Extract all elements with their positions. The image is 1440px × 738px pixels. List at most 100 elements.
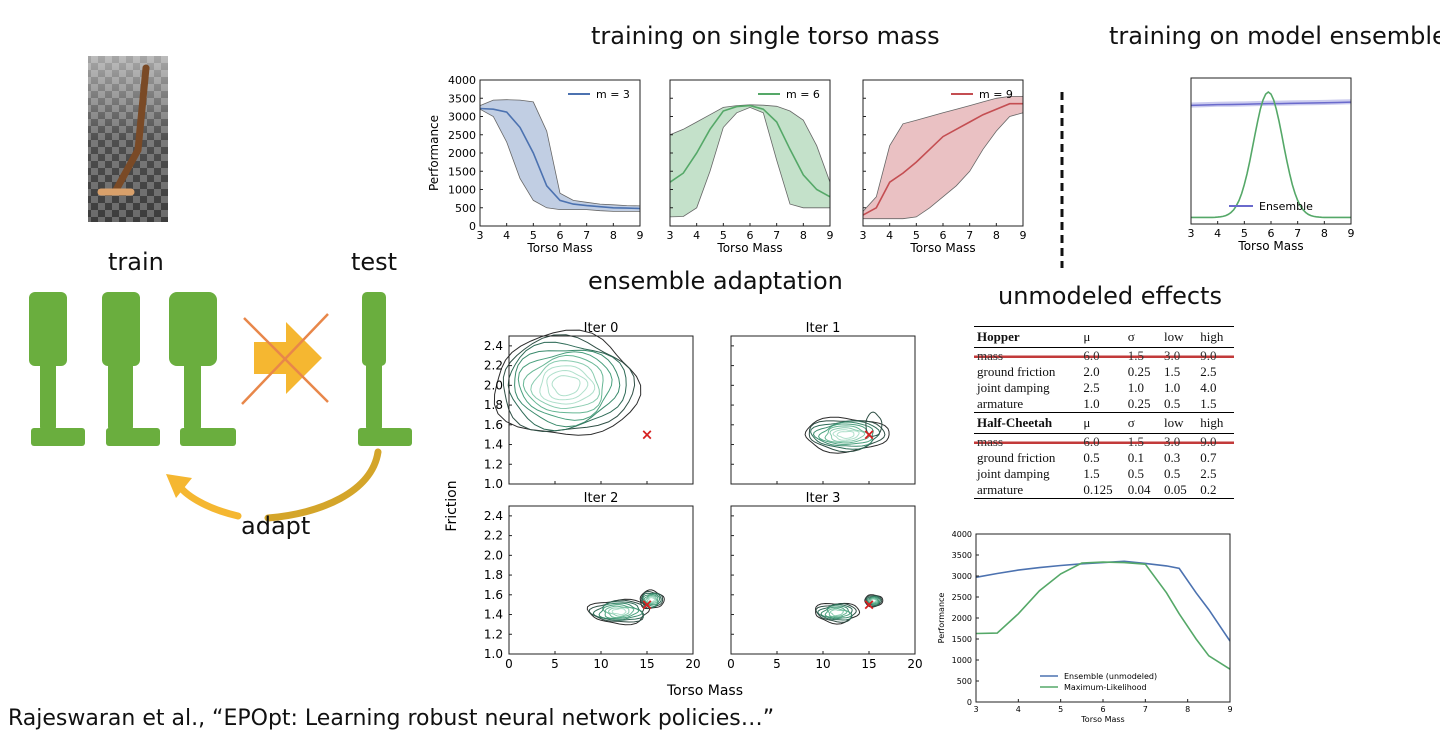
y-tick-label: 4000 [952, 530, 972, 539]
x-tick-label: 9 [1020, 229, 1027, 242]
y-tick-label: 1.8 [484, 568, 503, 582]
train-robot-2-body [102, 292, 140, 366]
contour-line [502, 334, 636, 433]
x-tick-label: 5 [1241, 227, 1248, 240]
column-header: low [1161, 326, 1198, 348]
contour-line [507, 341, 627, 432]
single-mass-panel-2: 3 4 5 6 7 8 9 Torso Mass m = 6 [667, 79, 834, 255]
y-axis-label: Friction [444, 480, 460, 531]
single-mass-charts: 3 4 5 6 7 8 9 0 500 1000 1500 2000 2500 3000 3500 4000 P… [427, 74, 1027, 255]
contour-line [493, 329, 642, 436]
legend-label: m = 9 [979, 88, 1013, 101]
legend-label: m = 3 [596, 88, 630, 101]
param-value: 1.0 [1083, 396, 1100, 411]
x-axis-label: Torso Mass [1237, 239, 1303, 253]
confidence-band [669, 104, 831, 218]
y-tick-label: 1500 [952, 635, 972, 644]
plot-frame [730, 505, 916, 655]
x-tick-label: 3 [1188, 227, 1195, 240]
column-header: σ [1124, 412, 1161, 434]
param-value: 0.5 [1083, 450, 1100, 465]
panel-title: Iter 1 [806, 321, 841, 336]
x-tick-label: 5 [720, 229, 727, 242]
contour-line [642, 593, 661, 607]
param-value: 0.5 [1164, 466, 1181, 481]
contour-line [602, 604, 640, 619]
x-tick-label: 5 [773, 657, 781, 671]
single-mass-panel-3: 3 4 5 6 7 8 9 Torso Mass m = 9 [860, 79, 1027, 255]
param-value: 0.7 [1200, 450, 1217, 465]
contour-line [514, 349, 621, 428]
y-tick-label: 2.2 [484, 529, 503, 543]
heading-ensemble-adaptation: ensemble adaptation [588, 267, 843, 295]
unmodeled-chart: 3 4 5 6 7 8 9 0 500 1000 1500 2000 2500 3000 3500 4000 P… [937, 530, 1233, 724]
param-name: joint damping [977, 380, 1050, 395]
param-name: mass [974, 347, 1081, 364]
y-tick-label: 1.2 [484, 627, 503, 641]
contour-line [812, 421, 874, 447]
y-tick-label: 1.4 [484, 608, 503, 622]
column-header: μ [1080, 326, 1125, 348]
x-axis-label: Torso Mass [716, 241, 782, 255]
x-tick-label: 9 [1227, 705, 1232, 714]
x-axis-label: Torso Mass [909, 241, 975, 255]
param-value: 1.5 [1083, 466, 1100, 481]
heading-single-mass: training on single torso mass [591, 22, 940, 50]
x-tick-label: 4 [693, 229, 700, 242]
x-tick-label: 6 [1268, 227, 1275, 240]
column-header: σ [1124, 326, 1161, 348]
adaptation-panel-2: Iter 1 × [730, 321, 916, 485]
contour-line [865, 411, 883, 437]
contour-line [815, 602, 857, 623]
y-tick-label: 2000 [448, 147, 476, 160]
param-value: 2.0 [1083, 364, 1100, 379]
param-value: 2.5 [1200, 466, 1217, 481]
contour-line [824, 606, 851, 619]
legend-label: Ensemble [1259, 200, 1313, 213]
y-tick-label: 1500 [448, 165, 476, 178]
target-marker: × [863, 596, 876, 614]
x-axis-label: Torso Mass [1080, 715, 1124, 724]
y-tick-label: 1.2 [484, 457, 503, 471]
contour-line [645, 595, 658, 605]
param-value: 2.5 [1200, 364, 1217, 379]
y-tick-label: 1.6 [484, 418, 503, 432]
param-value: 0.3 [1164, 450, 1181, 465]
table-row: mass 6.0 1.5 3.0 9.0 [974, 347, 1234, 364]
y-tick-label: 2.0 [484, 548, 503, 562]
x-tick-label: 8 [800, 229, 807, 242]
x-tick-label: 5 [1058, 705, 1063, 714]
y-tick-label: 3500 [448, 92, 476, 105]
target-marker: × [863, 426, 876, 444]
param-value: 0.5 [1127, 466, 1145, 481]
table-row: joint damping 1.5 0.5 0.5 2.5 [974, 466, 1234, 482]
contour-line [865, 595, 881, 607]
contour-line [810, 420, 881, 450]
table-row: joint damping 2.5 1.0 1.0 4.0 [974, 380, 1234, 396]
contour-line [648, 597, 656, 603]
contour-line [870, 598, 877, 603]
param-value: 9.0 [1197, 433, 1234, 450]
series-line [479, 107, 641, 210]
contour-line [817, 603, 853, 621]
y-tick-label: 3000 [952, 572, 972, 581]
contour-line [836, 431, 855, 440]
y-tick-label: 2.4 [484, 339, 503, 353]
contour-line [639, 589, 665, 610]
param-value: 6.0 [1080, 347, 1125, 364]
contour-line [829, 427, 866, 442]
adapt-arrow-icon [166, 448, 382, 522]
param-value: 0.25 [1127, 364, 1151, 379]
param-name: mass [974, 433, 1081, 450]
param-value: 1.5 [1200, 396, 1217, 411]
contour-line [832, 429, 860, 441]
param-name: armature [977, 396, 1024, 411]
param-value: 0.05 [1161, 482, 1198, 499]
param-value: 2.5 [1083, 380, 1100, 395]
params-table: Hopper μ σ low high mass 6.0 1.5 3.0 9.0 ground fr… [974, 326, 1234, 499]
robot-diagram [29, 56, 412, 522]
contour-line [588, 599, 645, 623]
param-value: 1.0 [1164, 380, 1181, 395]
x-tick-label: 5 [913, 229, 920, 242]
column-header: μ [1080, 412, 1125, 434]
